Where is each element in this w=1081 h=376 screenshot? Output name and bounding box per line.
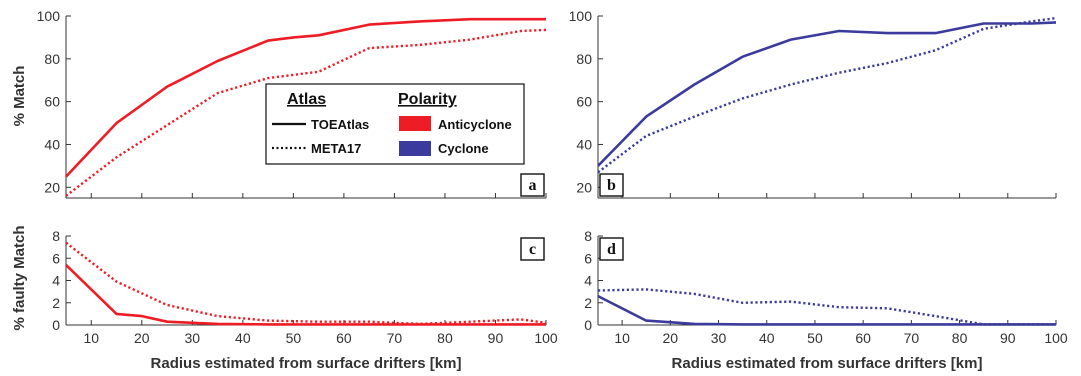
panel-tag-label: d bbox=[607, 241, 616, 258]
y-tick-label: 60 bbox=[576, 94, 592, 110]
y-tick-label: 40 bbox=[44, 136, 60, 152]
series-line-toeatlas-anticyclone bbox=[65, 263, 546, 326]
y-label-top: % Match bbox=[11, 66, 28, 127]
x-tick-label: 90 bbox=[488, 330, 504, 346]
legend-atlas-title: Atlas bbox=[287, 91, 326, 108]
y-tick-label: 100 bbox=[569, 8, 593, 24]
y-tick-label: 2 bbox=[52, 295, 60, 311]
y-label-bottom: % faulty Match bbox=[11, 225, 28, 330]
series-line-meta17-anticyclone bbox=[65, 28, 547, 197]
y-tick-label: 80 bbox=[576, 51, 592, 67]
x-tick-label: 40 bbox=[235, 330, 251, 346]
series-line-meta17-cyclone bbox=[597, 288, 1056, 326]
y-tick-label: 20 bbox=[44, 179, 60, 195]
y-tick-label: 80 bbox=[44, 51, 60, 67]
x-label-left: Radius estimated from surface drifters [… bbox=[151, 355, 462, 372]
y-tick-label: 6 bbox=[584, 250, 592, 266]
x-tick-label: 70 bbox=[387, 330, 403, 346]
panel-d: 0 2 4 6 8 10 20 30 40 50 60 70 80 90 100 d bbox=[584, 228, 1068, 346]
x-label-right: Radius estimated from surface drifters [… bbox=[672, 355, 983, 372]
panel-b: 20 40 60 80 100 b bbox=[569, 8, 1057, 199]
series-line-meta17-cyclone bbox=[597, 16, 1057, 174]
x-tick-label: 50 bbox=[286, 330, 302, 346]
y-tick-label: 40 bbox=[576, 136, 592, 152]
panel-tag-box bbox=[599, 173, 624, 197]
legend-cyclone-swatch bbox=[399, 141, 431, 156]
y-tick-label: 20 bbox=[576, 179, 592, 195]
x-tick-label: 40 bbox=[759, 330, 775, 346]
x-tick-label: 20 bbox=[134, 330, 150, 346]
x-tick-label: 10 bbox=[83, 330, 99, 346]
panel-a: 20 40 60 80 100 a bbox=[37, 8, 547, 199]
y-tick-label: 0 bbox=[584, 317, 592, 333]
y-tick-label: 100 bbox=[37, 8, 61, 24]
x-tick-label: 90 bbox=[1000, 330, 1016, 346]
x-tick-label: 80 bbox=[952, 330, 968, 346]
panel-tag-label: b bbox=[607, 177, 616, 194]
panel-tag-box bbox=[520, 237, 545, 261]
x-tick-label: 50 bbox=[807, 330, 823, 346]
y-tick-label: 4 bbox=[52, 273, 60, 289]
x-tick-label: 30 bbox=[711, 330, 727, 346]
panel-tag-label: c bbox=[529, 241, 536, 258]
x-tick-label: 20 bbox=[663, 330, 679, 346]
legend-atlas-dotted-label: META17 bbox=[311, 141, 361, 156]
legend-polarity-title: Polarity bbox=[398, 91, 457, 108]
legend: Atlas Polarity TOEAtlas META17 Anticyclo… bbox=[265, 83, 525, 165]
y-tick-label: 4 bbox=[584, 273, 592, 289]
x-tick-label: 100 bbox=[534, 330, 558, 346]
y-tick-label: 0 bbox=[52, 317, 60, 333]
panel-tag-label: a bbox=[529, 177, 537, 194]
legend-box bbox=[265, 83, 525, 165]
y-tick-label: 2 bbox=[584, 295, 592, 311]
x-tick-label: 100 bbox=[1044, 330, 1068, 346]
x-tick-label: 10 bbox=[614, 330, 630, 346]
x-tick-label: 60 bbox=[855, 330, 871, 346]
x-tick-label: 60 bbox=[336, 330, 352, 346]
series-line-toeatlas-cyclone bbox=[597, 21, 1057, 167]
y-tick-label: 8 bbox=[584, 228, 592, 244]
x-tick-label: 70 bbox=[904, 330, 920, 346]
legend-cyclone-label: Cyclone bbox=[438, 141, 489, 156]
legend-anticyclone-swatch bbox=[399, 116, 431, 131]
panel-c: 0 2 4 6 8 10 20 30 40 50 60 70 80 90 100 c bbox=[52, 228, 558, 346]
x-tick-label: 80 bbox=[437, 330, 453, 346]
legend-atlas-solid-label: TOEAtlas bbox=[311, 117, 369, 132]
series-line-toeatlas-anticyclone bbox=[65, 17, 546, 178]
panel-tag-box bbox=[520, 173, 545, 197]
y-tick-label: 6 bbox=[52, 250, 60, 266]
y-tick-label: 60 bbox=[44, 94, 60, 110]
x-tick-label: 30 bbox=[185, 330, 201, 346]
legend-anticyclone-label: Anticyclone bbox=[438, 117, 512, 132]
y-tick-label: 8 bbox=[52, 228, 60, 244]
panel-tag-box bbox=[599, 237, 624, 261]
series-line-meta17-anticyclone bbox=[65, 241, 547, 326]
series-line-toeatlas-cyclone bbox=[597, 294, 1056, 326]
